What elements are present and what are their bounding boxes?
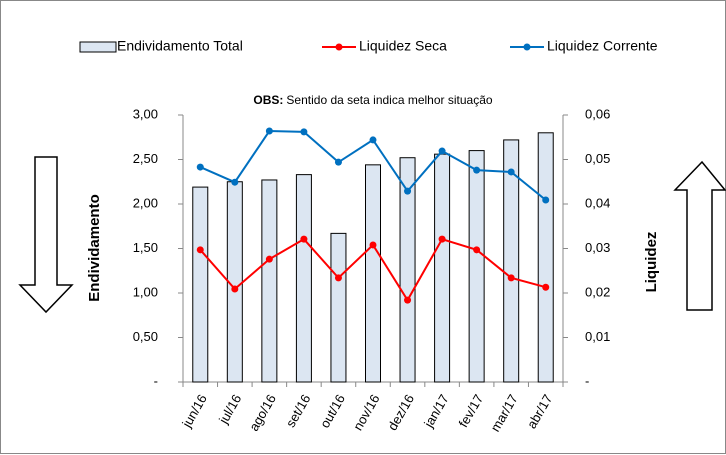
point [473, 166, 481, 174]
point [542, 196, 550, 204]
legend-marker [335, 43, 343, 51]
point [404, 187, 412, 195]
y-tick-label: 1,50 [133, 240, 158, 255]
y-axis-label: Endividamento [86, 194, 103, 302]
point [438, 235, 446, 243]
y2-tick-label: 0,04 [585, 195, 610, 210]
legend-label: Liquidez Corrente [547, 38, 658, 54]
bar [503, 139, 520, 383]
y-tick-label: 2,50 [133, 151, 158, 166]
point [265, 255, 273, 263]
y-tick-label: - [154, 373, 158, 388]
legend-swatch [79, 41, 117, 53]
y2-tick-label: 0,01 [585, 329, 610, 344]
point [196, 246, 204, 254]
bar [192, 186, 209, 383]
y2-tick-label: 0,06 [585, 106, 610, 121]
point [231, 178, 239, 186]
y-tick-label: 1,00 [133, 284, 158, 299]
point [265, 127, 273, 135]
point [334, 274, 342, 282]
legend-marker [523, 43, 531, 51]
point [438, 147, 446, 155]
point [300, 235, 308, 243]
up-arrow [673, 160, 726, 311]
point [369, 241, 377, 249]
point [196, 163, 204, 171]
y-tick-label: 0,50 [133, 329, 158, 344]
point [369, 136, 377, 144]
y2-tick-label: 0,02 [585, 284, 610, 299]
legend-label: Liquidez Seca [359, 38, 447, 54]
y2-tick-label: - [585, 373, 589, 388]
down-arrow [18, 156, 74, 314]
bar [330, 232, 347, 383]
y-tick-label: 2,00 [133, 195, 158, 210]
point [507, 168, 515, 176]
point [404, 296, 412, 304]
bar [295, 174, 312, 383]
annotation-bold: OBS: [253, 93, 283, 107]
bar [365, 164, 381, 383]
y-tick-label: 3,00 [133, 106, 158, 121]
bar [468, 150, 485, 383]
bar [537, 132, 554, 383]
y2-tick-label: 0,03 [585, 240, 610, 255]
y2-tick-label: 0,05 [585, 151, 610, 166]
point [300, 128, 308, 136]
legend-label: Endividamento Total [117, 38, 243, 54]
point [507, 274, 515, 282]
bar [434, 153, 451, 383]
bar [261, 179, 278, 383]
point [231, 285, 239, 293]
point [473, 246, 481, 254]
y2-axis-label: Liquidez [643, 232, 660, 293]
annotation: OBS: Sentido da seta indica melhor situaç… [253, 93, 492, 107]
point [542, 283, 550, 291]
point [334, 158, 342, 166]
bar [399, 157, 416, 383]
annotation-text: Sentido da seta indica melhor situação [286, 93, 492, 107]
